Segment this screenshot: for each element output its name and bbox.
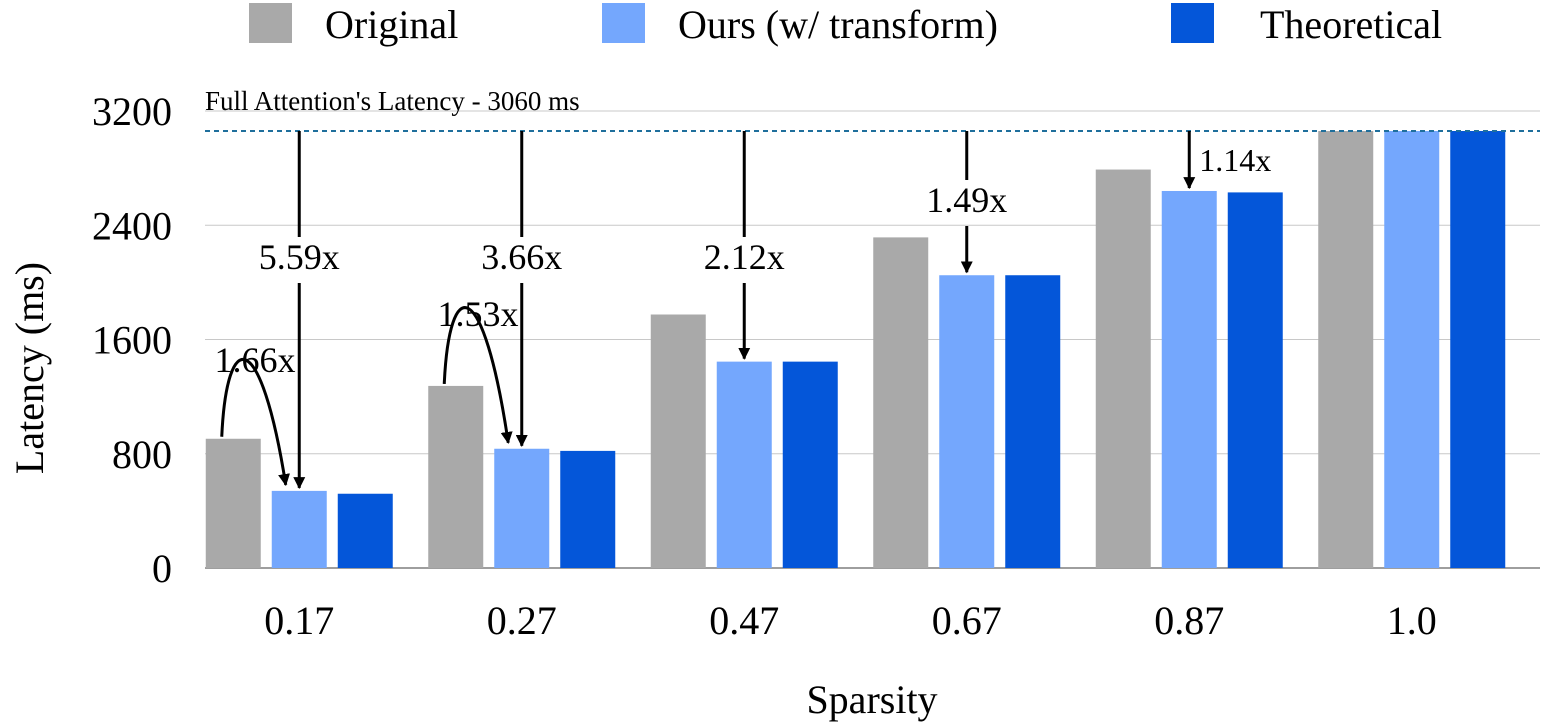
bar [271, 490, 327, 568]
speedup-label: 1.49x [926, 180, 1007, 220]
speedup-annotations: 5.59x 3.66x 2.12x 1.49x 1.14x 1.66x 1.53x [215, 130, 1271, 490]
bar [939, 275, 995, 568]
y-tick-label: 1600 [92, 318, 172, 363]
legend-swatch-theoretical [1171, 3, 1214, 43]
x-tick-label: 0.27 [487, 598, 557, 643]
y-tick-labels: 0 800 1600 2400 3200 [92, 89, 172, 591]
bar [1450, 130, 1506, 568]
bar [337, 493, 393, 568]
y-axis-label: Latency (ms) [7, 262, 52, 474]
x-axis-label: Sparsity [806, 677, 937, 722]
legend-label-original: Original [325, 2, 458, 47]
speedup-label: 2.12x [704, 237, 785, 277]
legend-swatch-ours [602, 3, 645, 43]
x-tick-label: 0.17 [264, 598, 334, 643]
bars [205, 130, 1506, 568]
bar [1095, 169, 1151, 568]
x-tick-label: 0.67 [932, 598, 1002, 643]
bar [873, 237, 929, 568]
x-tick-label: 0.87 [1154, 598, 1224, 643]
bar [428, 385, 484, 568]
y-tick-label: 0 [152, 546, 172, 591]
bar [205, 438, 261, 568]
bar [1227, 192, 1283, 568]
reference-line-label: Full Attention's Latency - 3060 ms [205, 86, 580, 116]
speedup-curved-arrow [220, 358, 290, 487]
reference-line-group: Full Attention's Latency - 3060 ms [205, 86, 1540, 132]
bar [1161, 190, 1217, 568]
bar [1005, 275, 1061, 568]
x-tick-label: 0.47 [709, 598, 779, 643]
x-tick-label: 1.0 [1387, 598, 1437, 643]
gridlines [205, 110, 1540, 569]
speedup-label: 1.14x [1199, 142, 1271, 178]
legend-label-ours: Ours (w/ transform) [678, 2, 998, 47]
y-tick-label: 2400 [92, 203, 172, 248]
bar [716, 361, 772, 568]
speedup-label: 3.66x [481, 237, 562, 277]
y-tick-label: 800 [112, 432, 172, 477]
y-tick-label: 3200 [92, 89, 172, 134]
speedup-label: 5.59x [259, 237, 340, 277]
bar [1384, 130, 1440, 568]
bar [1318, 130, 1374, 568]
legend-swatch-original [249, 3, 292, 43]
speedup-curved-label: 1.53x [438, 294, 519, 334]
speedup-curved-label: 1.66x [215, 340, 296, 380]
speedup-curved-arrow [442, 306, 513, 444]
bar [650, 314, 706, 568]
legend: Original Ours (w/ transform) Theoretical [249, 2, 1442, 47]
bar [782, 361, 838, 568]
bar [560, 450, 616, 568]
legend-label-theoretical: Theoretical [1260, 2, 1442, 47]
bar [494, 448, 550, 568]
x-tick-labels: 0.17 0.27 0.47 0.67 0.87 1.0 [264, 598, 1437, 643]
